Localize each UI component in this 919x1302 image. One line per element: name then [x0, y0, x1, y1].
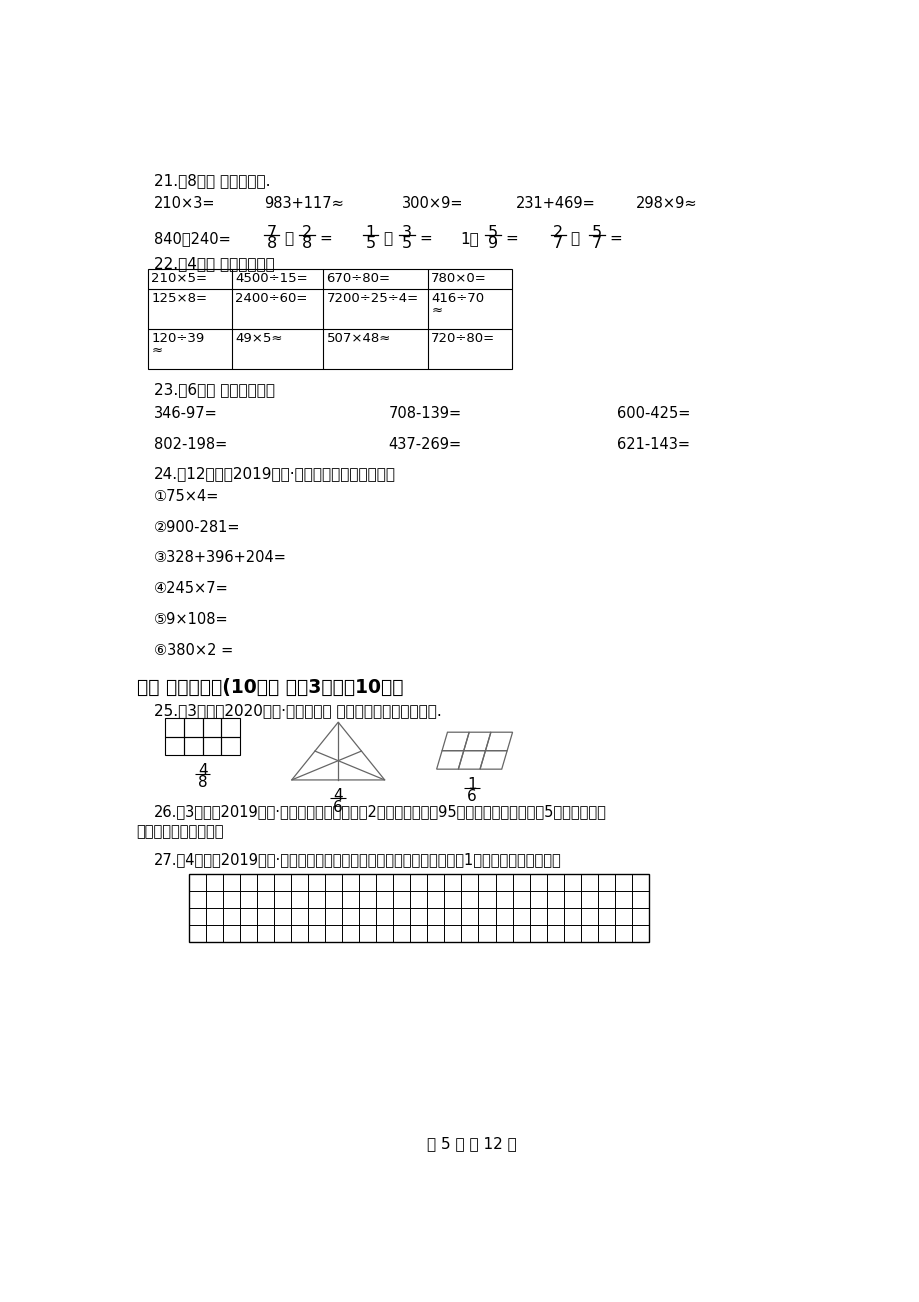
Text: 1－: 1－ [460, 230, 478, 246]
Text: ⑥380×2 =: ⑥380×2 = [153, 643, 233, 658]
Text: 第 5 页 共 12 页: 第 5 页 共 12 页 [426, 1135, 516, 1151]
Text: ≈: ≈ [152, 344, 163, 357]
Text: 25.（3分）（2020三上·凉州期末） 涂一涂：看分数，涂颜色.: 25.（3分）（2020三上·凉州期末） 涂一涂：看分数，涂颜色. [153, 703, 441, 717]
Text: 4500÷15=: 4500÷15= [235, 272, 308, 285]
Text: 27.（4分）（2019三上·上虞期末）下图中，每个小正方形的边长都表示1厘米。请按要求画图。: 27.（4分）（2019三上·上虞期末）下图中，每个小正方形的边长都表示1厘米。… [153, 853, 561, 867]
Text: 7200÷25÷4=: 7200÷25÷4= [326, 292, 418, 305]
Text: 5: 5 [488, 225, 498, 240]
Text: 346-97=: 346-97= [153, 406, 217, 421]
Text: 6: 6 [333, 799, 343, 815]
Text: －: － [284, 230, 293, 246]
Text: 983+117≈: 983+117≈ [265, 197, 344, 211]
Text: 22.（4分） 直接写得数：: 22.（4分） 直接写得数： [153, 256, 274, 271]
Text: 120÷39: 120÷39 [152, 332, 204, 345]
Text: 26.（3分）（2019三上·闵行期末）一根绳子长2米，第一次剪去95厘米，是第二次剪去的5倍，这根绳子: 26.（3分）（2019三上·闵行期末）一根绳子长2米，第一次剪去95厘米，是第… [153, 805, 606, 819]
Text: 8: 8 [198, 775, 207, 790]
Bar [165, 737, 184, 755]
Text: 5: 5 [365, 236, 375, 251]
Text: ②900-281=: ②900-281= [153, 519, 240, 535]
Text: 23.（6分） 用竖式计算。: 23.（6分） 用竖式计算。 [153, 383, 275, 397]
Text: 720÷80=: 720÷80= [431, 332, 494, 345]
Text: ①75×4=: ①75×4= [153, 488, 219, 504]
Text: 7: 7 [267, 225, 277, 240]
Text: 9: 9 [488, 236, 498, 251]
Text: 621-143=: 621-143= [617, 436, 689, 452]
Text: 802-198=: 802-198= [153, 436, 227, 452]
Text: 231+469=: 231+469= [516, 197, 595, 211]
Bar [165, 719, 184, 737]
Text: ⑤9×108=: ⑤9×108= [153, 612, 228, 628]
Text: 125×8=: 125×8= [152, 292, 207, 305]
Text: 8: 8 [301, 236, 312, 251]
Text: ④245×7=: ④245×7= [153, 581, 228, 596]
Text: 1: 1 [467, 777, 476, 792]
Bar [184, 719, 202, 737]
Text: 2400÷60=: 2400÷60= [235, 292, 307, 305]
Bar [148, 268, 511, 368]
Text: 670÷80=: 670÷80= [326, 272, 391, 285]
Bar [188, 874, 648, 941]
Text: 4: 4 [198, 763, 207, 779]
Text: 210×5=: 210×5= [152, 272, 207, 285]
Text: 600-425=: 600-425= [617, 406, 690, 421]
Text: 五、 动手操作。(10分） （共3题；共10分）: 五、 动手操作。(10分） （共3题；共10分） [137, 678, 403, 698]
Text: ≈: ≈ [431, 305, 442, 318]
Text: 3: 3 [402, 225, 412, 240]
Bar [221, 719, 240, 737]
Bar [221, 737, 240, 755]
Text: =: = [319, 230, 332, 246]
Text: 298×9≈: 298×9≈ [635, 197, 697, 211]
Text: 5: 5 [402, 236, 412, 251]
Text: 21.（8分） 直接写得数.: 21.（8分） 直接写得数. [153, 173, 270, 189]
Text: 6: 6 [467, 789, 476, 805]
Text: 2: 2 [552, 225, 562, 240]
Text: 49×5≈: 49×5≈ [235, 332, 282, 345]
Text: 210×3=: 210×3= [153, 197, 215, 211]
Text: 840－240=: 840－240= [153, 230, 231, 246]
Bar [202, 719, 221, 737]
Text: =: = [608, 230, 621, 246]
Text: 24.（12分）（2019三上·石林期中）用竖式计算。: 24.（12分）（2019三上·石林期中）用竖式计算。 [153, 466, 395, 480]
Text: 780×0=: 780×0= [431, 272, 486, 285]
Text: 4: 4 [333, 788, 343, 802]
Text: ③328+396+204=: ③328+396+204= [153, 551, 287, 565]
Text: 7: 7 [591, 236, 601, 251]
Text: 8: 8 [267, 236, 277, 251]
Text: 1: 1 [365, 225, 376, 240]
Text: =: = [505, 230, 517, 246]
Text: 5: 5 [591, 225, 601, 240]
Text: 507×48≈: 507×48≈ [326, 332, 391, 345]
Bar [202, 737, 221, 755]
Text: 437-269=: 437-269= [388, 436, 461, 452]
Text: ＋: ＋ [570, 230, 579, 246]
Text: ＋: ＋ [382, 230, 391, 246]
Text: 300×9=: 300×9= [402, 197, 463, 211]
Text: 剪了两次后短了多少？: 剪了两次后短了多少？ [137, 824, 224, 840]
Text: 2: 2 [301, 225, 312, 240]
Bar [184, 737, 202, 755]
Text: =: = [419, 230, 432, 246]
Text: 416÷70: 416÷70 [431, 292, 483, 305]
Text: 7: 7 [552, 236, 562, 251]
Text: 708-139=: 708-139= [388, 406, 461, 421]
